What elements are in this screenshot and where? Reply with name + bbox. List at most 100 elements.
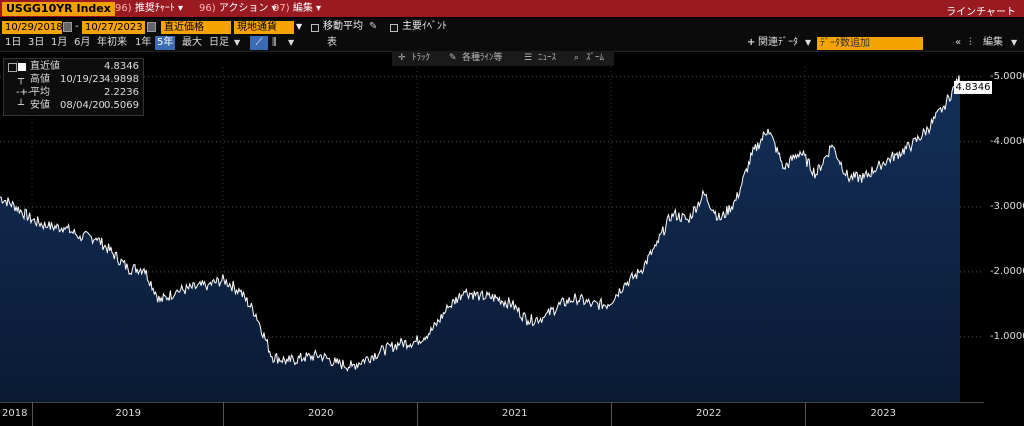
settings-icon[interactable]: ⫶ (969, 37, 972, 48)
chevron-down-icon[interactable]: ▼ (288, 38, 295, 47)
frequency-daily-select[interactable]: 日足 (209, 37, 229, 48)
x-tick-label: 2020 (308, 408, 334, 419)
line-chart-icon[interactable]: ⟋ (250, 36, 268, 50)
average-marker-icon: -+- (16, 87, 32, 98)
y-tick-label: -4.0000 (990, 135, 1024, 147)
period-5y-button[interactable]: 5年 (155, 36, 176, 50)
legend-high-label: 高値 (30, 74, 50, 85)
x-tick-label: 2021 (502, 408, 528, 419)
menu-number: 97) (273, 3, 290, 14)
chart-plot[interactable] (0, 67, 984, 402)
x-tick-separator (223, 402, 224, 426)
chevron-down-icon[interactable]: ▼ (296, 22, 303, 31)
x-tick-separator (805, 402, 806, 426)
news-button[interactable]: ﾆｭｰｽ (538, 53, 557, 63)
add-data-input[interactable]: ﾃﾞｰﾀ数追加 (817, 37, 923, 50)
x-tick-label: 2019 (115, 408, 141, 419)
key-events-label: 主要ｲﾍﾞﾝﾄ (402, 21, 447, 32)
legend-high-date: 10/19/23 (60, 74, 105, 85)
chevron-down-icon[interactable]: ▼ (234, 38, 241, 47)
ticker-field[interactable]: USGG10YR Index (2, 2, 115, 16)
series-area (0, 75, 960, 402)
x-tick-separator (611, 402, 612, 426)
calendar-icon[interactable] (63, 22, 72, 32)
menu-label: 推奨ﾁｬｰﾄ (134, 3, 175, 14)
calendar-icon[interactable] (147, 22, 156, 32)
legend-last-label: 直近値 (30, 61, 60, 72)
chevron-down-icon: ▾ (271, 3, 277, 14)
period-ytd-button[interactable]: 年初来 (97, 37, 127, 48)
legend-low-label: 安値 (30, 100, 50, 111)
plus-icon[interactable]: + (747, 37, 756, 48)
legend-swatch (18, 63, 26, 71)
legend-last: 直近値 4.8346 (4, 60, 143, 73)
collapse-icon[interactable]: « (955, 37, 962, 48)
last-value-tag: 4.8346 (954, 81, 992, 94)
y-tick-label: -3.0000 (990, 200, 1024, 212)
chevron-down-icon[interactable]: ▼ (1011, 38, 1018, 47)
chevron-down-icon: ▾ (178, 3, 184, 14)
key-events-checkbox[interactable] (390, 24, 398, 32)
pencil-icon[interactable]: ✎ (369, 21, 378, 32)
legend-avg-value: 2.2236 (104, 87, 139, 98)
legend-avg: -+- 平均 2.2236 (4, 86, 143, 99)
low-marker-icon: ┴ (18, 100, 25, 111)
date-separator: - (75, 21, 79, 32)
zoom-icon[interactable]: ⌕ (574, 53, 580, 63)
x-tick-separator (417, 402, 418, 426)
moving-average-label: 移動平均 (323, 21, 363, 32)
track-button[interactable]: ﾄﾗｯｸ (412, 53, 431, 63)
title-bar (0, 0, 1024, 17)
legend-box: 直近値 4.8346 ┬ 高値 10/19/23 4.9898 -+- 平均 2… (3, 58, 144, 116)
x-tick-label: 2018 (2, 408, 28, 419)
chevron-down-icon[interactable]: ▼ (805, 38, 812, 47)
x-axis-line (0, 402, 984, 403)
start-date-field[interactable]: 10/29/2018 (2, 21, 63, 34)
menu-label: アクション (218, 3, 269, 14)
legend-low: ┴ 安値 08/04/20 0.5069 (4, 99, 143, 112)
chevron-down-icon: ▾ (316, 3, 322, 14)
chart-toolbar (392, 51, 614, 66)
currency-select[interactable]: 現地通貨 (234, 21, 294, 34)
period-1m-button[interactable]: 1月 (51, 37, 68, 48)
news-icon[interactable]: ☰ (524, 53, 533, 63)
chart-type-label[interactable]: ラインチャート (946, 7, 1016, 18)
legend-high-value: 4.9898 (104, 74, 139, 85)
zoom-button[interactable]: ｽﾞｰﾑ (586, 53, 605, 63)
action-menu[interactable]: 96) アクション ▾ (196, 3, 280, 15)
period-1y-button[interactable]: 1年 (135, 37, 152, 48)
menu-number: 96) (115, 3, 132, 14)
x-tick-label: 2023 (870, 408, 896, 419)
related-data-button[interactable]: 関連ﾃﾞｰﾀ (758, 37, 798, 48)
lines-button[interactable]: 各種ﾗｲﾝ等 (462, 53, 503, 63)
end-date-field[interactable]: 10/27/2023 (82, 21, 145, 34)
pencil-icon[interactable]: ✎ (449, 53, 457, 63)
period-6m-button[interactable]: 6月 (74, 37, 91, 48)
recommended-chart-menu[interactable]: 96) 推奨ﾁｬｰﾄ ▾ (112, 3, 186, 15)
moving-average-checkbox[interactable] (311, 24, 319, 32)
y-tick-label: -2.0000 (990, 265, 1024, 277)
legend-low-value: 0.5069 (104, 100, 139, 111)
period-max-button[interactable]: 最大 (182, 37, 202, 48)
legend-collapse-icon[interactable] (8, 63, 17, 72)
y-tick-label: -1.0000 (990, 330, 1024, 342)
crosshair-icon[interactable]: ✛ (398, 53, 406, 63)
series-line (0, 75, 961, 372)
price-field-select[interactable]: 直近価格 (161, 21, 231, 34)
bar-chart-icon[interactable]: ⫼ (272, 37, 277, 48)
legend-high: ┬ 高値 10/19/23 4.9898 (4, 73, 143, 86)
edit-menu[interactable]: 97) 編集 ▾ (270, 3, 324, 15)
x-tick-label: 2022 (696, 408, 722, 419)
legend-last-value: 4.8346 (104, 61, 139, 72)
legend-avg-label: 平均 (30, 87, 50, 98)
x-tick-separator (32, 402, 33, 426)
y-tick-label: -5.0000 (990, 70, 1024, 82)
menu-number: 96) (199, 3, 216, 14)
period-1d-button[interactable]: 1日 (5, 37, 22, 48)
menu-label: 編集 (292, 3, 313, 14)
period-3d-button[interactable]: 3日 (28, 37, 45, 48)
legend-low-date: 08/04/20 (60, 100, 105, 111)
table-button[interactable]: 表 (327, 37, 337, 48)
edit-button[interactable]: 編集 (983, 37, 1003, 48)
high-marker-icon: ┬ (18, 74, 25, 85)
